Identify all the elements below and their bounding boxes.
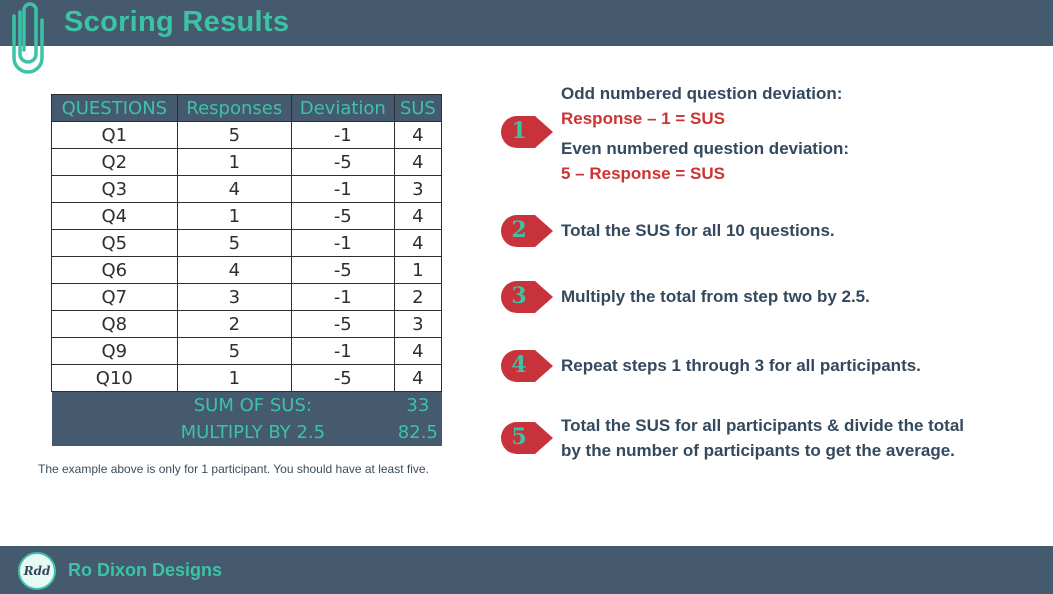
table-cell: 4 <box>393 121 443 149</box>
table-cell: Q6 <box>51 256 178 284</box>
step-1-line: Odd numbered question deviation: <box>561 84 843 103</box>
marker-shape <box>501 281 553 313</box>
table-row: Q7 3 -1 2 <box>51 283 443 311</box>
table-cell: Q8 <box>51 310 178 338</box>
column-header: Responses <box>176 94 292 122</box>
step-1-line: Even numbered question deviation: <box>561 139 850 158</box>
step-2-text: Total the SUS for all 10 questions. <box>561 221 835 240</box>
sum-row: SUM OF SUS: 33 <box>51 391 442 419</box>
table-cell: Q7 <box>51 283 178 311</box>
step-marker-4: 4 <box>499 348 555 384</box>
table-cell: 3 <box>393 310 443 338</box>
table-cell: -5 <box>290 148 395 176</box>
table-row: Q5 5 -1 4 <box>51 229 443 257</box>
table-cell: -1 <box>290 121 395 149</box>
table-cell: -5 <box>290 256 395 284</box>
table-cell: 2 <box>176 310 292 338</box>
table-cell: Q10 <box>51 364 178 392</box>
table-cell: 1 <box>176 202 292 230</box>
table-cell: 4 <box>176 256 292 284</box>
step-marker-2: 2 <box>499 213 555 249</box>
table-row: Q4 1 -5 4 <box>51 202 443 230</box>
step-5-line: by the number of participants to get the… <box>561 440 955 460</box>
footnote: The example above is only for 1 particip… <box>38 462 429 476</box>
table-row: Q6 4 -5 1 <box>51 256 443 284</box>
table-cell: Q2 <box>51 148 178 176</box>
brand-logo: Rdd <box>18 552 56 590</box>
table-row: Q8 2 -5 3 <box>51 310 443 338</box>
scoring-table: QUESTIONS Responses Deviation SUS Q1 5 -1 4… <box>51 94 443 446</box>
step-5-text: Total the SUS for all participants & div… <box>561 414 964 463</box>
table-cell: 4 <box>176 175 292 203</box>
marker-shape <box>501 350 553 382</box>
step-5-line: Total the SUS for all participants & div… <box>561 416 965 435</box>
table-cell: -5 <box>290 310 395 338</box>
table-cell: Q5 <box>51 229 178 257</box>
brand-name: Ro Dixon Designs <box>68 560 223 580</box>
table-row: Q3 4 -1 3 <box>51 175 443 203</box>
marker-shape <box>501 215 553 247</box>
table-cell: 1 <box>393 256 443 284</box>
table-cell: 3 <box>393 175 443 203</box>
footer-bar <box>0 546 1053 594</box>
table-row: Q10 1 -5 4 <box>51 364 443 392</box>
step-number: 5 <box>511 424 527 450</box>
column-header: QUESTIONS <box>51 94 178 122</box>
step-marker-1: 1 <box>499 114 555 150</box>
sum-value: 33 <box>394 391 442 419</box>
table-cell: 3 <box>176 283 292 311</box>
multiply-value: 82.5 <box>394 419 442 446</box>
table-cell: 1 <box>176 148 292 176</box>
table-cell: 5 <box>176 229 292 257</box>
step-1-text: Odd numbered question deviation: Respons… <box>561 82 849 186</box>
step-3-text: Multiply the total from step two by 2.5. <box>561 287 870 306</box>
step-number: 1 <box>511 118 527 144</box>
column-header: SUS <box>393 94 443 122</box>
table-cell: 5 <box>176 121 292 149</box>
table-cell: Q4 <box>51 202 178 230</box>
table-cell: 4 <box>393 148 443 176</box>
step-number: 3 <box>511 283 527 309</box>
table-cell: -1 <box>290 283 395 311</box>
table-cell: Q3 <box>51 175 178 203</box>
table-cell: -1 <box>290 229 395 257</box>
step-number: 4 <box>511 352 527 378</box>
table-cell: 2 <box>393 283 443 311</box>
step-1-formula: Response – 1 = SUS <box>561 108 725 128</box>
table-cell: 5 <box>176 337 292 365</box>
table-row: Q2 1 -5 4 <box>51 148 443 176</box>
table-cell: -5 <box>290 364 395 392</box>
marker-shape <box>501 422 553 454</box>
multiply-row: MULTIPLY BY 2.5 82.5 <box>51 419 442 446</box>
step-1-formula: 5 – Response = SUS <box>561 163 725 183</box>
step-marker-5: 5 <box>499 420 555 456</box>
table-row: Q9 5 -1 4 <box>51 337 443 365</box>
marker-shape <box>501 116 553 148</box>
table-cell: Q1 <box>51 121 178 149</box>
multiply-label: MULTIPLY BY 2.5 <box>51 419 395 446</box>
page-title: Scoring Results <box>64 6 290 38</box>
paperclip-icon <box>12 2 44 74</box>
table-row: Q1 5 -1 4 <box>51 121 443 149</box>
table-cell: 4 <box>393 364 443 392</box>
table-cell: 4 <box>393 337 443 365</box>
column-header: Deviation <box>290 94 395 122</box>
step-marker-3: 3 <box>499 279 555 315</box>
step-number: 2 <box>511 217 527 243</box>
sum-label: SUM OF SUS: <box>51 391 395 419</box>
header-bar <box>0 0 1053 46</box>
table-cell: -5 <box>290 202 395 230</box>
table-cell: Q9 <box>51 337 178 365</box>
table-cell: 4 <box>393 202 443 230</box>
table-cell: -1 <box>290 337 395 365</box>
table-cell: -1 <box>290 175 395 203</box>
step-4-text: Repeat steps 1 through 3 for all partici… <box>561 356 921 375</box>
table-cell: 4 <box>393 229 443 257</box>
table-cell: 1 <box>176 364 292 392</box>
